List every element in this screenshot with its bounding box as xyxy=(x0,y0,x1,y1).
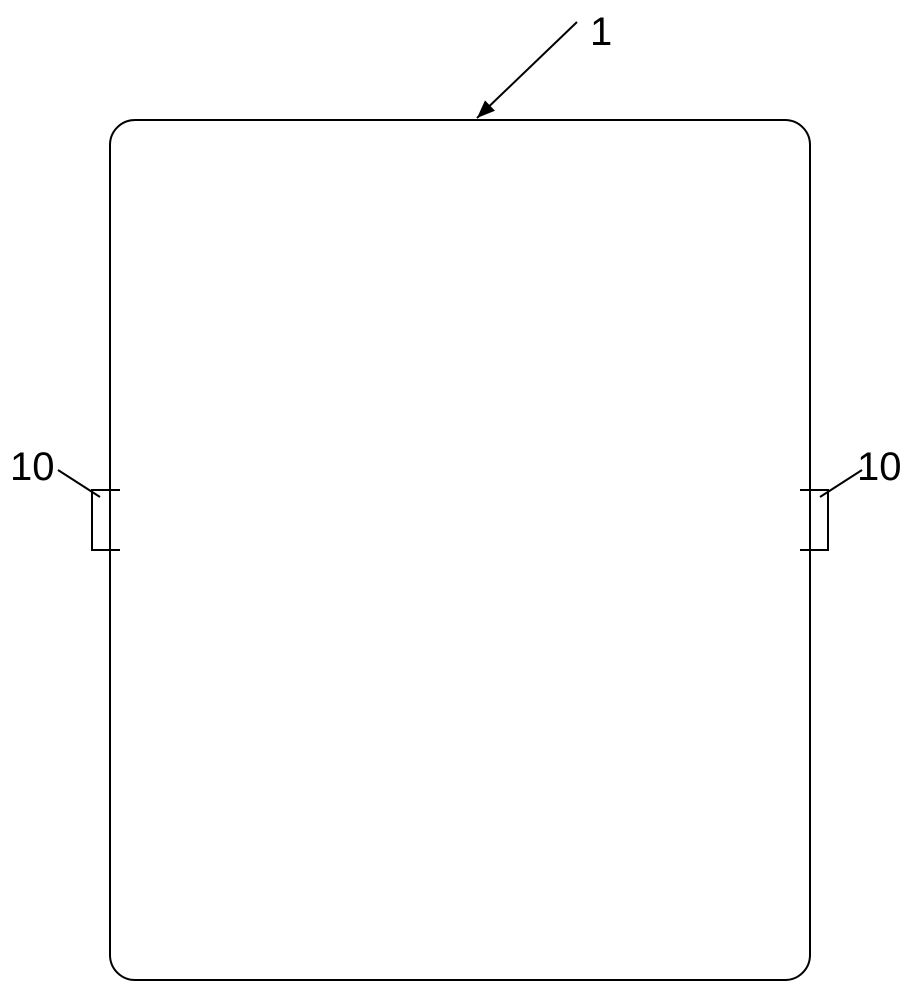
label-1: 1 xyxy=(590,10,612,55)
label-10-right: 10 xyxy=(857,445,902,490)
main-rectangle xyxy=(110,120,810,980)
tabs-group xyxy=(92,490,828,550)
leader-line-0 xyxy=(58,470,100,497)
leader-line-1 xyxy=(820,470,862,497)
tab-right xyxy=(800,490,828,550)
arrow-1 xyxy=(477,22,577,118)
leader-lines xyxy=(58,470,862,497)
tab-left xyxy=(92,490,120,550)
diagram-canvas xyxy=(0,0,907,1000)
label-10-left: 10 xyxy=(10,445,55,490)
